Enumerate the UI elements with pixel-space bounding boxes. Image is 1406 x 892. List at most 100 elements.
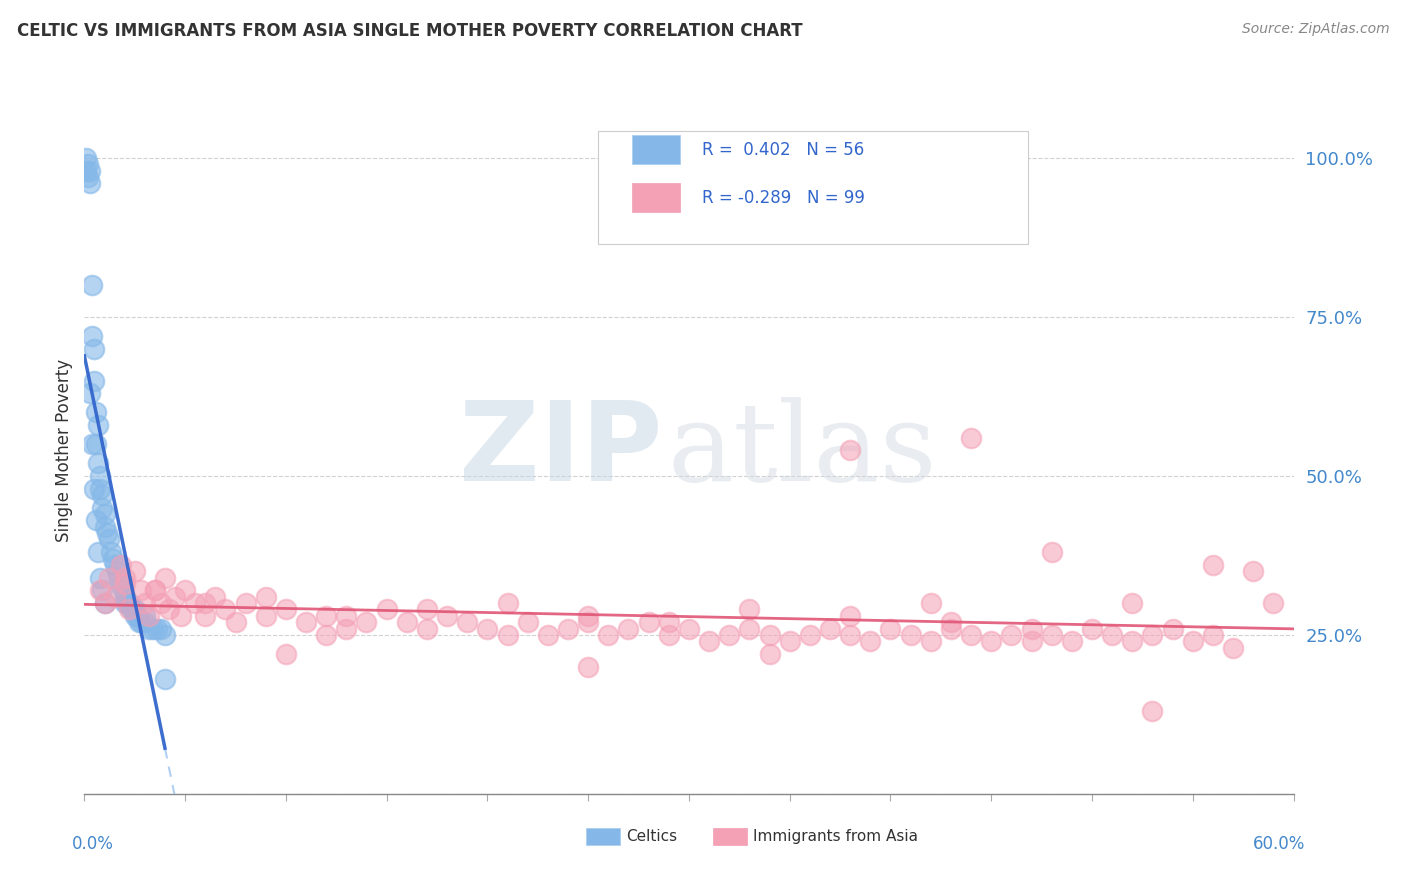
Point [1202,558,1225,572]
Point [920,596,942,610]
Point [697,634,720,648]
Point [194,608,217,623]
Point [79,386,101,401]
Point [91,500,114,515]
Point [165,590,187,604]
Point [395,615,418,630]
Point [637,615,659,630]
Point [1040,628,1063,642]
Point [738,602,761,616]
Point [114,571,136,585]
Point [738,622,761,636]
Point [598,628,620,642]
Point [557,622,579,636]
Point [879,622,901,636]
Point [89,469,111,483]
Point [89,482,111,496]
Point [157,602,180,616]
Point [315,608,337,623]
Point [101,551,124,566]
Point [124,602,146,616]
Point [678,622,700,636]
Point [82,278,104,293]
Text: ZIP: ZIP [458,397,662,504]
Point [129,583,152,598]
Point [75,163,97,178]
FancyBboxPatch shape [599,131,1028,244]
Point [315,628,337,642]
Point [1142,628,1164,642]
Point [375,602,398,616]
Point [1181,634,1204,648]
Text: atlas: atlas [668,397,936,504]
Text: 60.0%: 60.0% [1253,835,1306,853]
Point [920,634,942,648]
Point [274,602,297,616]
Point [105,564,128,578]
Point [1021,622,1043,636]
Point [900,628,922,642]
Point [82,329,104,343]
Point [939,622,962,636]
Point [77,169,100,184]
Text: R = -0.289   N = 99: R = -0.289 N = 99 [702,189,865,207]
Text: R =  0.402   N = 56: R = 0.402 N = 56 [702,141,865,159]
Point [839,628,862,642]
Point [114,590,136,604]
Point [86,513,108,527]
Y-axis label: Single Mother Poverty: Single Mother Poverty [55,359,73,542]
Point [128,615,150,630]
Point [1060,634,1083,648]
Point [77,157,100,171]
Point [86,437,108,451]
Point [214,602,236,616]
Point [496,596,519,610]
Point [658,628,681,642]
Text: CELTIC VS IMMIGRANTS FROM ASIA SINGLE MOTHER POVERTY CORRELATION CHART: CELTIC VS IMMIGRANTS FROM ASIA SINGLE MO… [17,22,803,40]
Point [1202,628,1225,642]
Point [149,622,172,636]
Point [134,596,156,610]
Point [124,564,146,578]
Point [194,596,217,610]
Point [335,622,357,636]
Point [79,163,101,178]
Point [235,596,257,610]
Point [114,577,136,591]
Point [1121,596,1143,610]
Point [87,417,110,432]
Point [436,608,458,623]
Point [356,615,378,630]
Point [576,615,599,630]
Point [537,628,560,642]
Point [859,634,882,648]
Point [115,596,138,610]
Point [82,437,104,451]
Point [960,628,983,642]
Point [416,622,439,636]
Point [107,571,129,585]
Point [142,622,165,636]
Point [97,533,120,547]
Point [799,628,821,642]
Point [93,507,115,521]
Point [91,488,114,502]
Point [153,673,176,687]
Point [658,615,681,630]
Point [576,608,599,623]
Point [129,615,152,630]
Point [104,558,127,572]
Bar [586,828,620,846]
Point [184,596,207,610]
Point [456,615,478,630]
Text: Source: ZipAtlas.com: Source: ZipAtlas.com [1241,22,1389,37]
Point [1021,634,1043,648]
Text: Celtics: Celtics [626,829,678,844]
Point [87,545,110,559]
Point [110,558,132,572]
Point [758,628,780,642]
Point [146,622,169,636]
Point [83,482,105,496]
Point [93,596,115,610]
Point [295,615,318,630]
